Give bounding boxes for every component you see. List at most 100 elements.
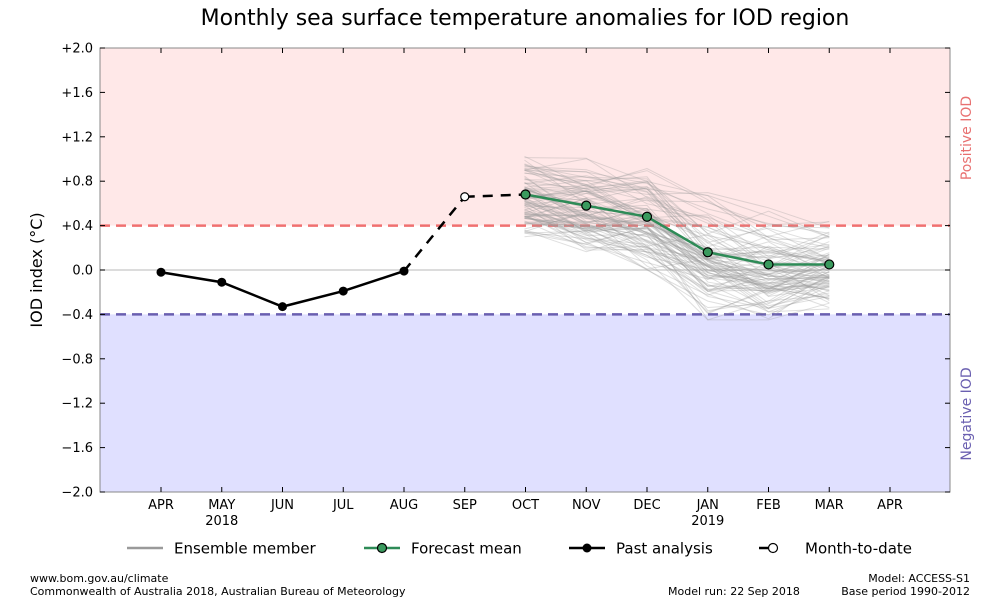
ensemble-member-line xyxy=(524,170,830,241)
ensemble-member-line xyxy=(524,213,830,313)
ensemble-member-line xyxy=(524,182,830,271)
y-tick-label: +1.2 xyxy=(61,130,93,145)
ensemble-member-line xyxy=(524,211,830,282)
ensemble-member-line xyxy=(524,230,830,309)
y-tick-label: −0.4 xyxy=(61,308,93,323)
ensemble-member-line xyxy=(524,205,830,294)
ensemble-member-line xyxy=(524,164,830,251)
ensemble-member-line xyxy=(524,218,830,287)
ensemble-member-line xyxy=(524,225,830,321)
ensemble-lines xyxy=(524,155,830,321)
ensemble-member-line xyxy=(524,208,830,292)
ensemble-member-line xyxy=(524,189,830,279)
ensemble-member-line xyxy=(524,205,830,304)
negative-iod-region xyxy=(100,314,950,492)
ensemble-member-line xyxy=(524,190,830,279)
ensemble-member-line xyxy=(524,200,830,299)
ensemble-member-line xyxy=(524,202,830,304)
ensemble-member-line xyxy=(524,185,830,229)
ensemble-member-line xyxy=(524,231,830,278)
positive-iod-label: Positive IOD xyxy=(959,96,975,180)
ensemble-member-line xyxy=(524,158,830,258)
ensemble-member-line xyxy=(524,197,830,285)
x-tick-label: JAN xyxy=(696,498,719,513)
past-analysis-point xyxy=(338,286,348,296)
ensemble-member-line xyxy=(524,191,830,289)
x-tick-label: SEP xyxy=(453,498,477,513)
ensemble-member-line xyxy=(524,179,830,276)
past-analysis-line xyxy=(160,269,405,308)
ensemble-member-line xyxy=(524,157,830,238)
ensemble-member-line xyxy=(524,212,830,315)
ensemble-member-line xyxy=(524,167,830,266)
ensemble-member-line xyxy=(524,214,830,290)
x-tick-label: APR xyxy=(148,498,174,513)
ensemble-member-line xyxy=(524,216,830,292)
ensemble-member-line xyxy=(524,212,830,297)
forecast-mean-point xyxy=(763,259,774,270)
legend-label: Past analysis xyxy=(616,540,713,558)
ensemble-member-line xyxy=(524,159,830,263)
ensemble-member-line xyxy=(524,175,830,281)
ensemble-member-line xyxy=(524,186,830,281)
legend-marker xyxy=(767,542,779,554)
forecast-mean-point xyxy=(824,259,835,270)
legend-label: Ensemble member xyxy=(174,540,317,558)
ensemble-member-line xyxy=(524,217,830,309)
ensemble-member-line xyxy=(524,230,830,309)
ensemble-member-line xyxy=(524,220,830,320)
footer-right: Model: ACCESS-S1 Base period 1990-2012 xyxy=(841,572,970,598)
legend-item: Past analysis xyxy=(569,540,713,558)
forecast-mean-line xyxy=(525,193,830,266)
axes: +2.0 +1.6 +1.2 +0.8 +0.4 0.0 −0.4 −0.8 −1.2 −1.6 −… xyxy=(27,42,975,530)
ensemble-member-line xyxy=(524,190,830,280)
forecast-mean-point xyxy=(702,247,713,258)
ensemble-member-line xyxy=(524,193,830,290)
ensemble-member-line xyxy=(524,184,830,260)
ensemble-member-line xyxy=(524,172,830,260)
ensemble-member-line xyxy=(524,204,830,313)
y-tick-label: −1.2 xyxy=(61,397,93,412)
x-tick-label: AUG xyxy=(390,498,418,513)
footer-url: www.bom.gov.au/climate xyxy=(30,572,169,585)
ensemble-member-line xyxy=(524,209,830,291)
ensemble-member-line xyxy=(524,166,830,238)
ensemble-member-line xyxy=(524,178,830,258)
legend-marker xyxy=(376,542,388,554)
x-year-label: 2019 xyxy=(691,514,724,529)
y-tick-label: +1.6 xyxy=(61,86,93,101)
ensemble-member-line xyxy=(524,212,830,295)
past-analysis-point xyxy=(156,267,166,277)
legend: Ensemble member Forecast mean Past analysi… xyxy=(127,540,912,558)
ensemble-member-line xyxy=(524,169,830,268)
ensemble-member-line xyxy=(524,227,830,313)
ensemble-member-line xyxy=(524,176,830,259)
ensemble-member-line xyxy=(524,175,830,248)
x-tick-label: MAY xyxy=(208,498,235,513)
month-to-date-connector xyxy=(403,195,466,272)
series-lines xyxy=(156,189,835,312)
y-tick-label: −2.0 xyxy=(61,486,93,501)
past-analysis-point xyxy=(278,302,287,312)
ensemble-member-line xyxy=(524,180,830,263)
footer-model-run: Model run: 22 Sep 2018 xyxy=(668,585,800,598)
ensemble-member-line xyxy=(524,181,830,275)
ensemble-member-line xyxy=(524,172,830,238)
ensemble-member-line xyxy=(524,209,830,310)
ensemble-member-line xyxy=(524,222,830,307)
ensemble-member-line xyxy=(524,190,830,269)
y-tick-label: 0.0 xyxy=(72,264,93,279)
footer-copyright: Commonwealth of Australia 2018, Australi… xyxy=(30,585,406,598)
ensemble-member-line xyxy=(524,190,830,278)
ensemble-member-line xyxy=(524,181,830,247)
plot-background xyxy=(100,48,950,492)
ensemble-member-line xyxy=(524,163,830,226)
ensemble-member-line xyxy=(524,215,830,312)
ensemble-member-line xyxy=(524,200,830,288)
legend-marker xyxy=(582,543,592,553)
ensemble-member-line xyxy=(524,200,830,309)
footer-base-period: Base period 1990-2012 xyxy=(841,585,970,598)
ensemble-member-line xyxy=(524,229,830,280)
ensemble-member-line xyxy=(524,222,830,291)
